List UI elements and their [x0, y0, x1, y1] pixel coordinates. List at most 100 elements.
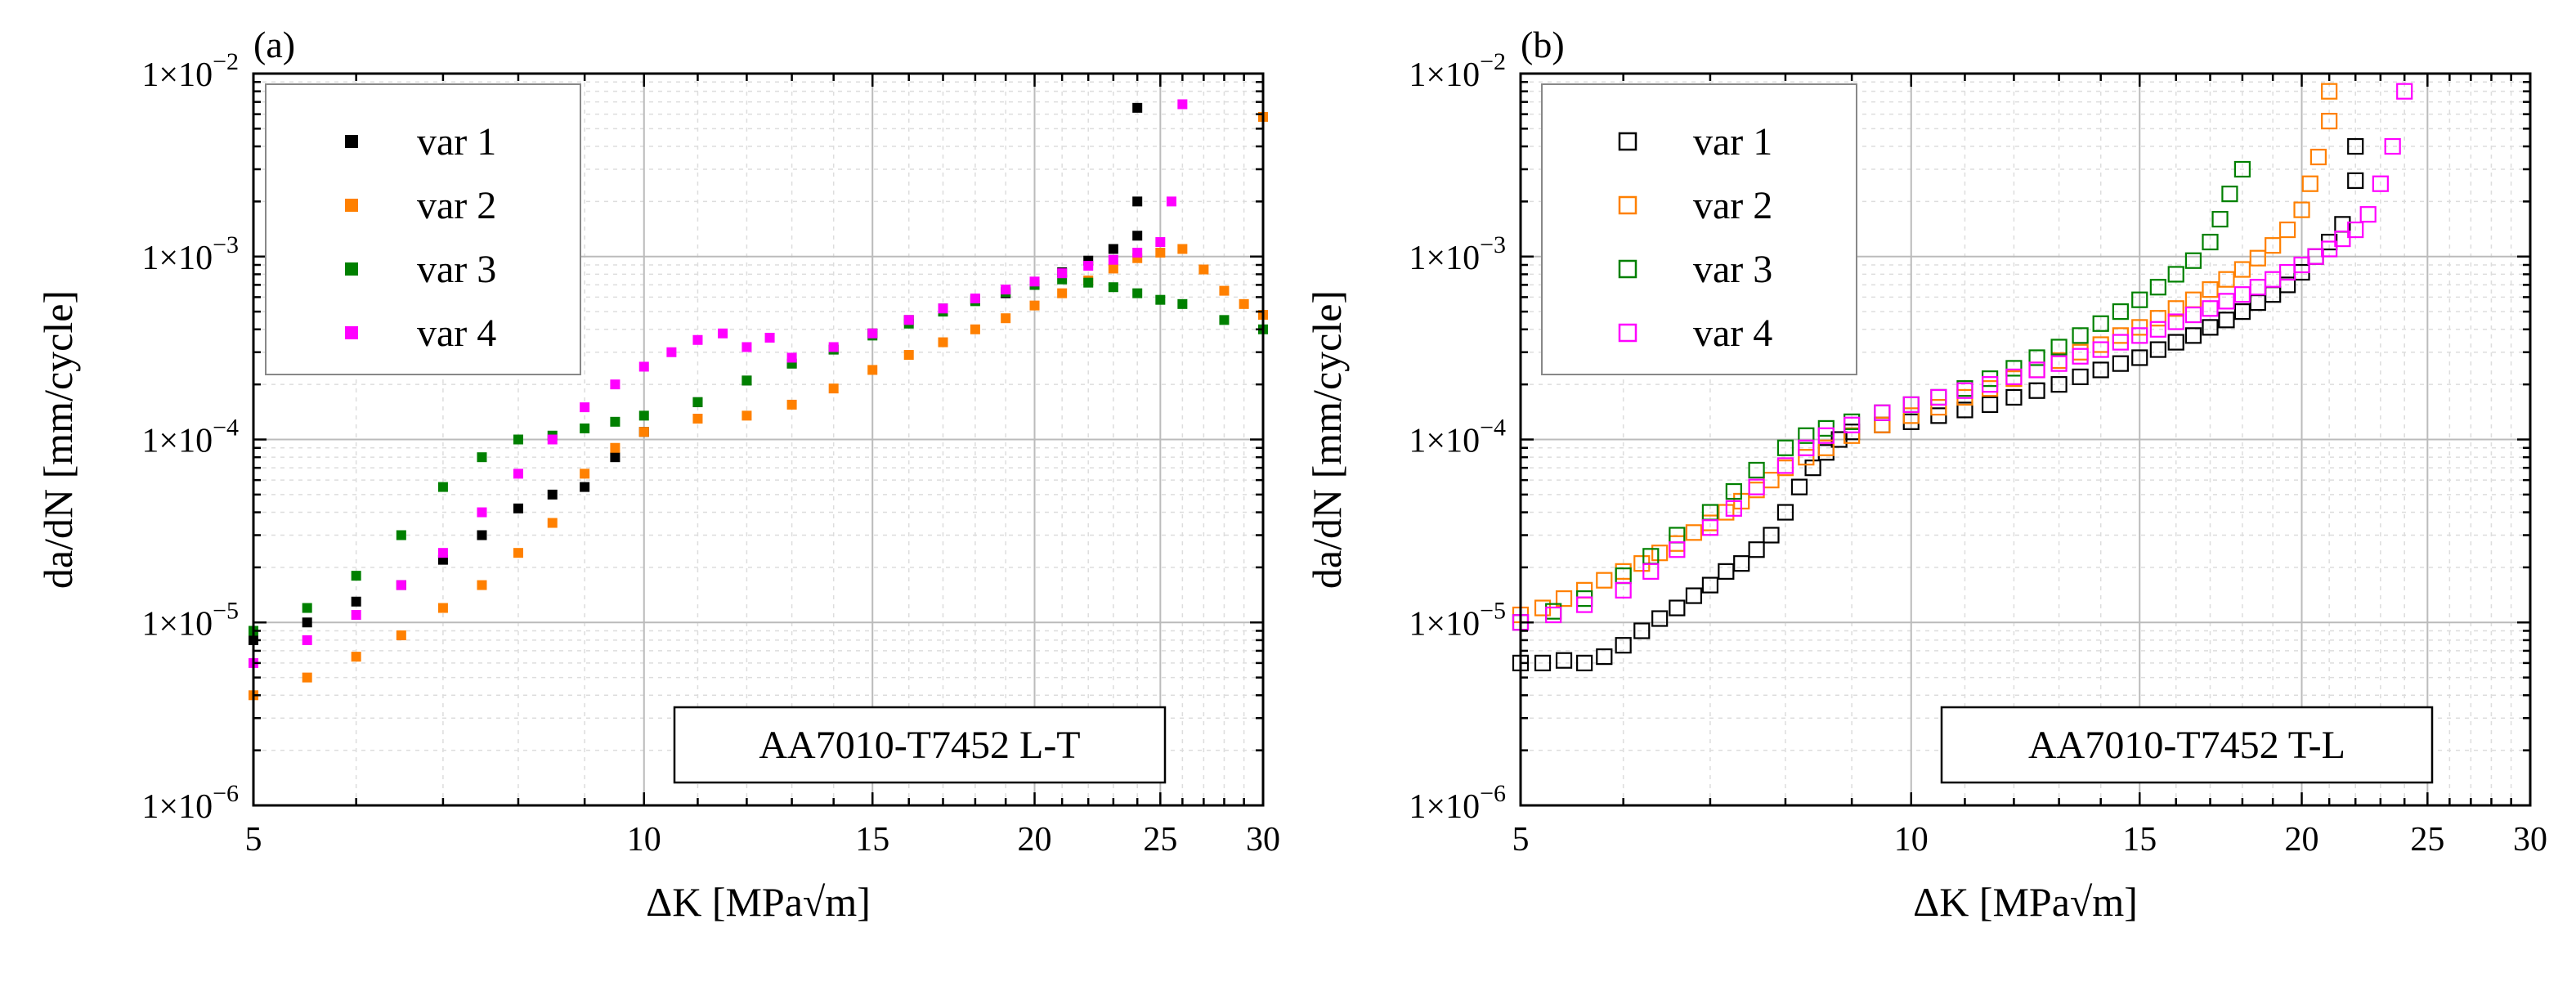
data-point [1615, 581, 1632, 599]
data-point [1725, 482, 1742, 500]
data-point [1651, 610, 1669, 627]
data-point [1685, 587, 1703, 604]
data-point [2005, 360, 2023, 377]
legend-label: var 1 [1693, 120, 1772, 164]
data-point [2249, 249, 2266, 267]
data-point [2112, 355, 2129, 372]
y-tick-label: 1×10−6 [141, 780, 239, 826]
y-tick-label: 1×10−4 [141, 415, 239, 460]
data-point [2005, 368, 2023, 385]
data-point [2149, 341, 2166, 358]
data-point [2184, 327, 2202, 344]
y-tick-label: 1×10−4 [1409, 415, 1506, 460]
data-point [1198, 264, 1209, 275]
data-point [437, 482, 448, 492]
y-tick-mantissa: 1×10 [141, 56, 213, 94]
data-point [1930, 388, 1947, 406]
legend-frame [1541, 83, 1857, 375]
data-point [1001, 285, 1011, 295]
data-point [610, 416, 620, 427]
data-point [1844, 416, 1861, 433]
data-point [970, 324, 980, 334]
x-tick-label: 25 [2410, 821, 2444, 859]
data-point [938, 337, 948, 348]
y-axis-title: da/dN [mm/cycle] [1304, 290, 1350, 589]
data-point [2202, 319, 2219, 336]
data-point [1155, 248, 1166, 258]
legend-marker [1618, 195, 1637, 215]
data-point [1029, 300, 1040, 311]
y-tick-mantissa: 1×10 [141, 605, 213, 643]
y-tick-label: 1×10−3 [141, 231, 239, 277]
data-point [828, 383, 839, 394]
data-point [2184, 252, 2202, 269]
data-point [2249, 279, 2266, 296]
data-point [2221, 186, 2238, 203]
data-point [2050, 339, 2068, 356]
data-point [547, 489, 558, 500]
x-tick-label: 20 [1018, 821, 1052, 859]
data-point [828, 342, 839, 352]
data-point [302, 617, 312, 628]
legend-frame [265, 83, 581, 375]
data-point [1669, 599, 1686, 617]
legend: var 1 var 2 var 3 var 4 [265, 83, 581, 375]
data-point [2321, 112, 2338, 130]
data-point [1718, 563, 1735, 580]
data-point [1166, 196, 1176, 207]
data-point [2218, 312, 2235, 329]
data-point [2167, 266, 2184, 283]
data-point [477, 530, 487, 540]
data-point [903, 315, 914, 325]
data-point [1633, 622, 1651, 639]
data-point [2149, 321, 2166, 338]
data-point [1763, 527, 1780, 544]
data-point [2347, 221, 2364, 239]
data-point [786, 352, 797, 363]
data-point [2050, 355, 2068, 372]
y-tick-mantissa: 1×10 [1409, 56, 1480, 94]
data-point [580, 402, 590, 413]
legend-marker [345, 135, 358, 148]
grid [253, 74, 1263, 805]
legend-label: var 2 [1693, 184, 1772, 227]
legend-label: var 2 [417, 184, 496, 227]
data-point [477, 580, 487, 590]
data-point [1956, 382, 1973, 399]
legend-marker [345, 199, 358, 212]
data-point [547, 434, 558, 445]
data-point [437, 603, 448, 613]
data-point [1956, 401, 1973, 419]
data-point [2396, 83, 2413, 100]
y-tick-label: 1×10−6 [1409, 780, 1506, 826]
data-point [1596, 648, 1613, 666]
data-point [1981, 380, 1999, 397]
data-point [2233, 261, 2251, 278]
data-point [1083, 277, 1094, 288]
y-tick-exponent: −4 [1480, 415, 1506, 442]
data-point [2334, 230, 2351, 248]
series-var-4 [1512, 83, 2413, 631]
data-point [1001, 313, 1011, 324]
data-point [1748, 541, 1765, 558]
data-point [1685, 524, 1703, 541]
data-point [2149, 310, 2166, 327]
data-point [2233, 303, 2251, 321]
data-point [1776, 457, 1794, 474]
data-point [1596, 572, 1613, 589]
y-tick-exponent: −6 [213, 780, 239, 807]
data-point [1701, 519, 1719, 536]
legend-marker [1618, 132, 1637, 151]
y-tick-mantissa: 1×10 [1409, 423, 1480, 460]
data-point [2092, 341, 2109, 358]
data-point [764, 333, 775, 343]
data-point [786, 399, 797, 410]
x-tick-label: 15 [2122, 821, 2157, 859]
data-point [1576, 654, 1593, 671]
data-point [2372, 175, 2389, 192]
data-point [741, 342, 752, 352]
y-tick-exponent: −5 [213, 597, 239, 624]
legend-label: var 3 [1693, 248, 1772, 291]
data-point [2321, 240, 2338, 258]
data-point [2131, 349, 2148, 366]
